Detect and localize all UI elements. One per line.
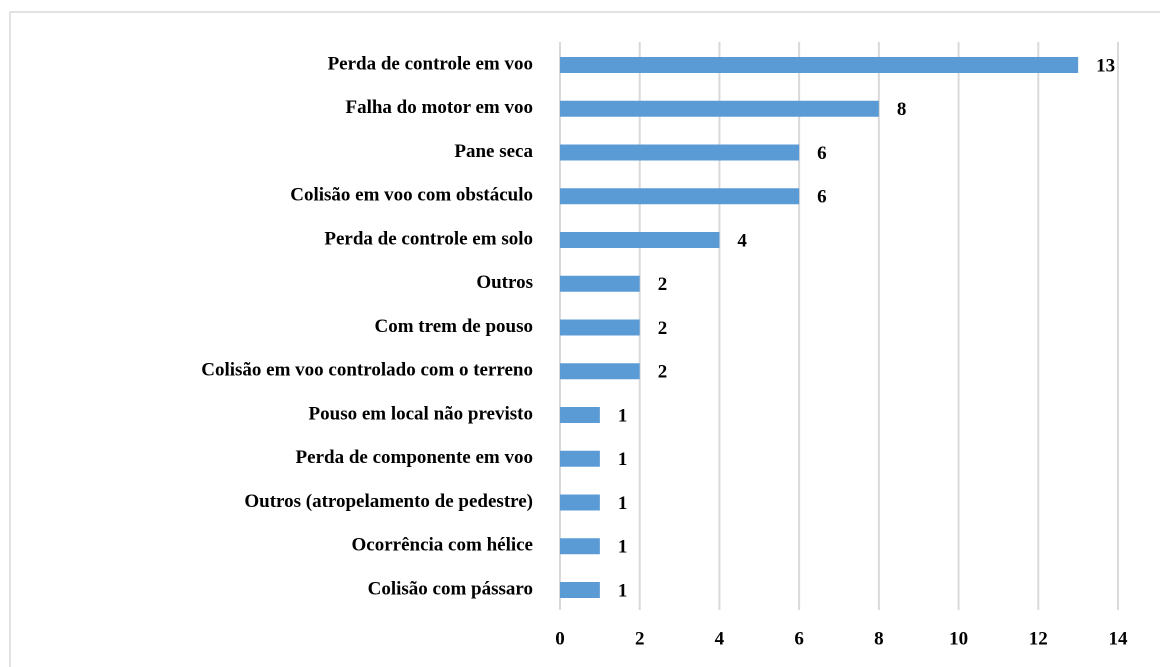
bar [560,319,640,336]
data-label: 13 [1096,55,1115,76]
chart-frame [9,11,1160,667]
y-tick-label: Pane seca [454,141,533,162]
x-tick-label: 14 [1109,628,1129,649]
y-tick-label: Perda de controle em voo [328,53,533,74]
data-label: 1 [618,537,628,558]
bar [560,57,1079,73]
x-tick-label: 4 [715,628,725,649]
y-tick-label: Falha do motor em voo [345,97,533,118]
bar [560,407,600,423]
bar [560,494,600,511]
data-label: 1 [618,449,628,470]
y-tick-label: Com trem de pouso [374,316,533,337]
x-tick-label: 12 [1029,628,1048,649]
bar [560,232,720,248]
bar [560,144,800,161]
y-tick-label: Ocorrência com hélice [352,535,533,556]
data-label: 6 [817,143,827,164]
data-label: 2 [658,362,668,383]
y-tick-label: Pouso em local não previsto [309,403,533,424]
bar [560,100,879,117]
bar [560,275,640,292]
bar [560,538,600,555]
data-label: 1 [618,405,628,426]
y-tick-label: Perda de controle em solo [324,228,533,249]
x-tick-label: 10 [949,628,968,649]
bar [560,363,640,380]
x-tick-label: 8 [874,628,884,649]
y-tick-label: Colisão em voo controlado com o terreno [201,360,533,381]
bar [560,188,800,205]
x-tick-label: 6 [794,628,804,649]
data-label: 1 [618,493,628,514]
y-tick-label: Outros [476,272,533,293]
y-tick-label: Colisão com pássaro [368,578,533,599]
bar [560,582,600,598]
y-tick-label: Outros (atropelamento de pedestre) [244,491,533,512]
y-tick-label: Perda de componente em voo [296,447,533,468]
data-label: 4 [737,230,747,251]
bar [560,450,600,467]
data-label: 6 [817,187,827,208]
x-tick-label: 0 [555,628,565,649]
data-label: 2 [658,274,668,295]
data-label: 1 [618,580,628,601]
x-tick-label: 2 [635,628,645,649]
data-label: 2 [658,318,668,339]
data-label: 8 [897,99,907,120]
y-tick-label: Colisão em voo com obstáculo [290,185,533,206]
